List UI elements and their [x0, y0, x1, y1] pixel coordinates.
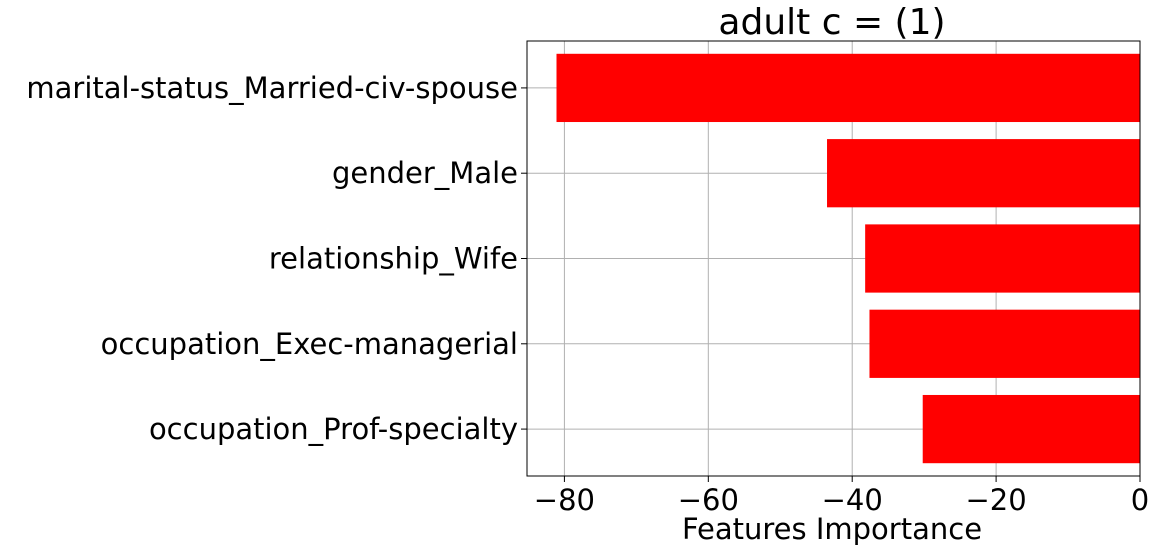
- bars: [556, 53, 1140, 464]
- x-tick-label: −60: [678, 483, 739, 517]
- x-tick-label: 0: [1131, 483, 1149, 517]
- bar: [922, 394, 1140, 464]
- x-tick-label: −40: [822, 483, 883, 517]
- y-tick-label: occupation_Exec-managerial: [101, 327, 518, 361]
- x-tick-label: −20: [966, 483, 1027, 517]
- y-tick-label: marital-status_Married-civ-spouse: [26, 71, 518, 105]
- bar: [827, 139, 1140, 208]
- y-tick-label: gender_Male: [332, 156, 518, 190]
- x-tick-labels: −80 −60 −40 −20 0: [534, 476, 1149, 517]
- x-tick-label: −80: [534, 483, 595, 517]
- bar: [865, 224, 1140, 293]
- y-tick-labels: marital-status_Married-civ-spouse gender_…: [26, 71, 527, 446]
- y-tick-label: occupation_Prof-specialty: [149, 412, 518, 446]
- bar: [556, 53, 1140, 123]
- chart-title: adult c = (1): [718, 2, 945, 43]
- bar: [869, 309, 1140, 378]
- y-tick-label: relationship_Wife: [269, 242, 518, 276]
- x-axis-label: Features Importance: [682, 512, 982, 546]
